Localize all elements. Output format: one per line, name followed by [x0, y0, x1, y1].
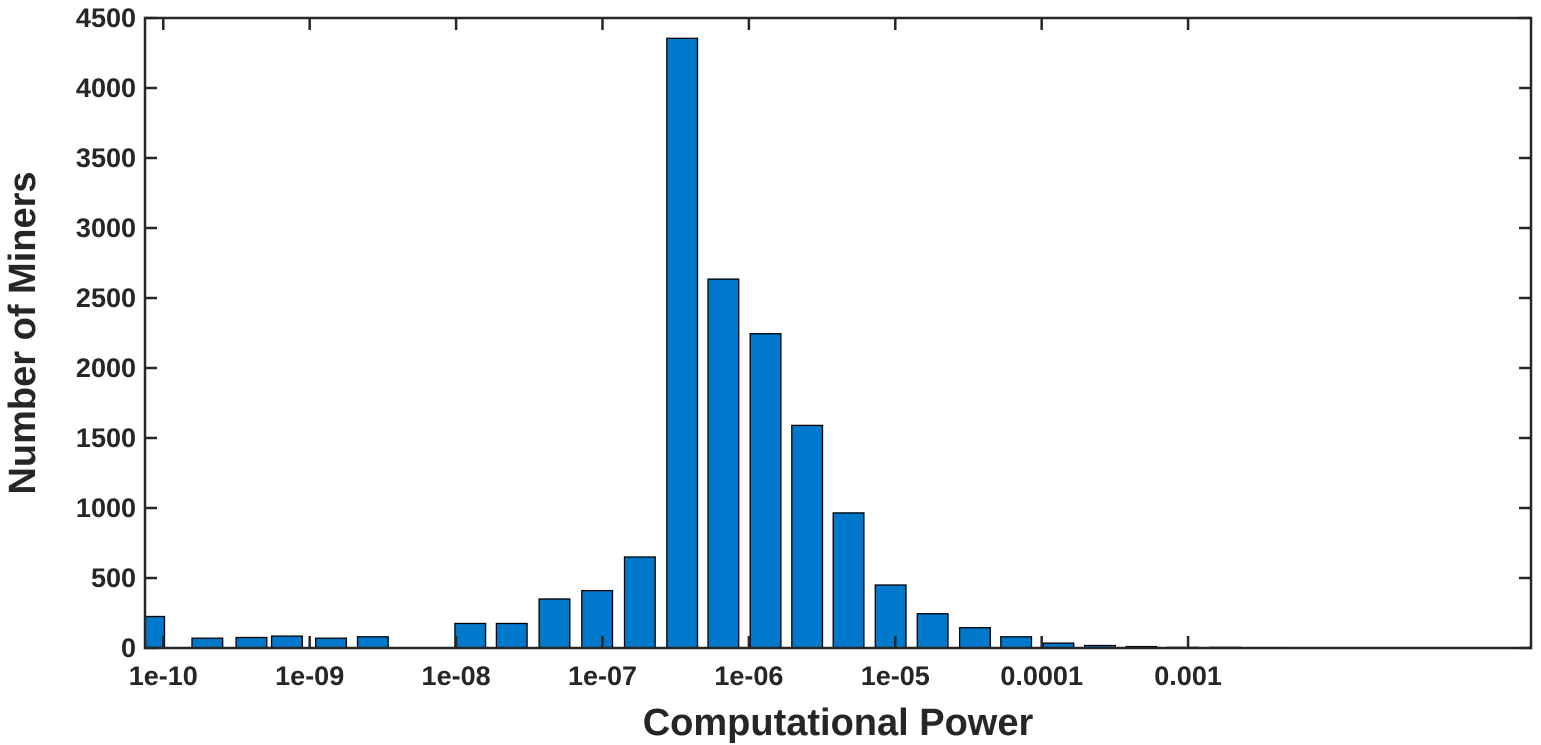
bar — [454, 622, 487, 649]
x-tick-label: 1e-08 — [422, 661, 491, 691]
bar — [581, 589, 614, 649]
y-tick-label: 3000 — [76, 213, 136, 243]
bar — [916, 613, 949, 649]
bars-group — [144, 37, 1284, 649]
bar — [958, 627, 991, 649]
x-tick-label: 0.0001 — [1000, 661, 1083, 691]
x-tick-label: 1e-09 — [275, 661, 344, 691]
x-tick-label: 1e-10 — [129, 661, 198, 691]
bar — [832, 512, 865, 649]
bar — [235, 636, 268, 649]
bar — [749, 333, 782, 649]
x-tick-label: 1e-06 — [714, 661, 783, 691]
bar — [144, 615, 166, 649]
y-tick-label: 1000 — [76, 493, 136, 523]
bar — [315, 637, 348, 649]
bar — [191, 637, 224, 649]
x-axis-label: Computational Power — [643, 702, 1034, 744]
bar — [623, 556, 656, 649]
x-axis: 1e-10 1e-09 1e-08 1e-07 1e-06 1e-05 0.0001 0.00… — [129, 18, 1222, 691]
y-tick-label: 2000 — [76, 353, 136, 383]
y-tick-label: 1500 — [76, 423, 136, 453]
y-tick-label: 3500 — [76, 143, 136, 173]
bar — [666, 37, 699, 649]
bar — [791, 424, 824, 649]
plot-frame — [143, 16, 1533, 650]
y-tick-label: 500 — [91, 563, 136, 593]
y-axis: 0 500 1000 1500 2000 2500 3000 3500 4000 4500 — [76, 3, 1531, 663]
bar — [495, 622, 528, 649]
bar — [707, 278, 740, 649]
y-tick-label: 0 — [121, 633, 136, 663]
bar — [538, 598, 571, 649]
x-tick-label: 0.001 — [1154, 661, 1222, 691]
bar — [1000, 636, 1033, 649]
y-tick-label: 2500 — [76, 283, 136, 313]
bar — [874, 584, 907, 649]
y-tick-label: 4500 — [76, 3, 136, 33]
y-axis-label: Number of Miners — [2, 171, 44, 494]
bar — [356, 636, 389, 649]
x-tick-label: 1e-07 — [568, 661, 637, 691]
y-tick-label: 4000 — [76, 73, 136, 103]
bar — [270, 635, 303, 649]
x-tick-label: 1e-05 — [861, 661, 930, 691]
